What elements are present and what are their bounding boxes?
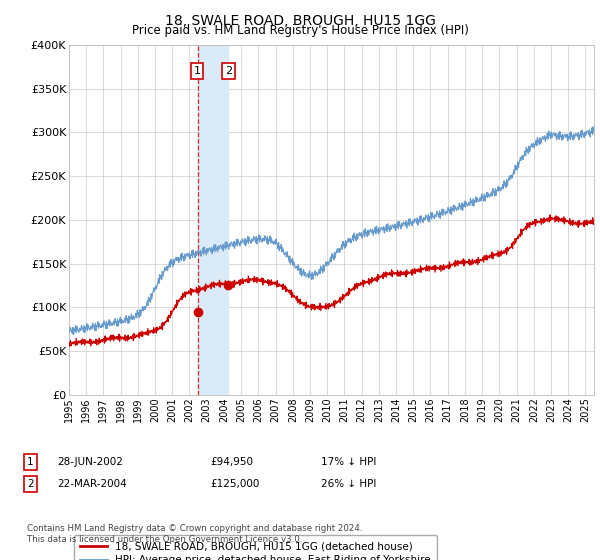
Text: 1: 1: [27, 457, 34, 467]
Text: 26% ↓ HPI: 26% ↓ HPI: [321, 479, 376, 489]
Text: £125,000: £125,000: [210, 479, 259, 489]
Text: 18, SWALE ROAD, BROUGH, HU15 1GG: 18, SWALE ROAD, BROUGH, HU15 1GG: [164, 14, 436, 28]
Text: Contains HM Land Registry data © Crown copyright and database right 2024.
This d: Contains HM Land Registry data © Crown c…: [27, 524, 362, 544]
Text: Price paid vs. HM Land Registry's House Price Index (HPI): Price paid vs. HM Land Registry's House …: [131, 24, 469, 37]
Text: 22-MAR-2004: 22-MAR-2004: [57, 479, 127, 489]
Text: 28-JUN-2002: 28-JUN-2002: [57, 457, 123, 467]
Text: 17% ↓ HPI: 17% ↓ HPI: [321, 457, 376, 467]
Text: 2: 2: [27, 479, 34, 489]
Text: £94,950: £94,950: [210, 457, 253, 467]
Text: 1: 1: [194, 66, 200, 76]
Text: 2: 2: [225, 66, 232, 76]
Bar: [198, 45, 228, 395]
Legend: 18, SWALE ROAD, BROUGH, HU15 1GG (detached house), HPI: Average price, detached : 18, SWALE ROAD, BROUGH, HU15 1GG (detach…: [74, 535, 437, 560]
